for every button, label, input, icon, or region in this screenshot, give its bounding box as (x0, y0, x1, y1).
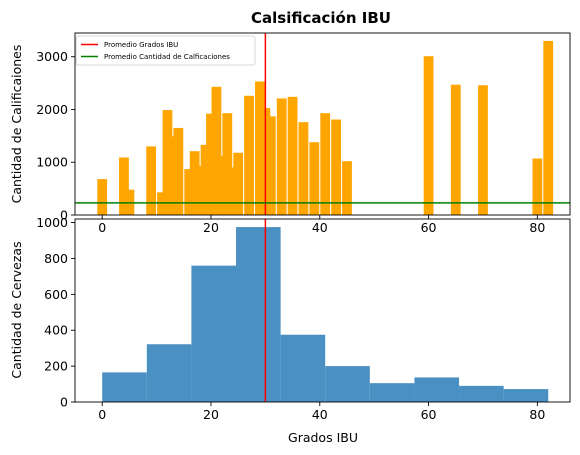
bar (211, 86, 222, 216)
x-tick-label: 40 (312, 407, 328, 422)
x-tick-label: 60 (421, 220, 437, 235)
x-tick-label: 80 (529, 407, 545, 422)
bar (309, 142, 320, 215)
histogram-bin (102, 372, 147, 402)
y-tick-label: 400 (44, 323, 68, 338)
x-tick-label: 0 (98, 407, 106, 422)
y-tick-label: 200 (44, 359, 68, 374)
top-chart-legend: Promedio Grados IBU Promedio Cantidad de… (75, 35, 256, 66)
y-tick-label: 0 (60, 208, 68, 223)
bar (184, 169, 195, 215)
histogram-bin (459, 385, 504, 402)
histogram-bin (280, 334, 326, 402)
y-tick-label: 2000 (36, 102, 68, 117)
bar (233, 152, 244, 215)
histogram-bin (414, 377, 460, 402)
y-tick-label: 600 (44, 287, 68, 302)
bar (532, 158, 543, 215)
bottom-chart: Cantidad de Cervezas Grados IBU 0 20 40 60 8… (9, 215, 571, 445)
top-chart-title: Calsificación IBU (251, 9, 391, 27)
x-tick-label: 80 (529, 220, 545, 235)
bar (450, 84, 461, 215)
bar (195, 165, 206, 215)
y-tick-label: 0 (60, 395, 68, 410)
bar (119, 157, 129, 215)
x-tick-label: 20 (203, 407, 219, 422)
bottom-chart-x-axis-label: Grados IBU (288, 430, 358, 445)
y-tick-label: 1000 (36, 155, 68, 170)
bar (146, 146, 157, 215)
x-tick-label: 60 (421, 407, 437, 422)
bar (173, 127, 184, 215)
top-chart-bars (97, 40, 554, 216)
bottom-chart-bars (102, 227, 549, 402)
bottom-chart-y-axis-label: Cantidad de Cervezas (9, 241, 24, 378)
top-chart-y-axis-label: Cantidad de Calificaiones (9, 45, 24, 204)
axes-frame (74, 32, 571, 216)
bar (157, 192, 167, 215)
bar (298, 122, 309, 215)
x-tick-label: 40 (312, 220, 328, 235)
axes-frame (74, 218, 571, 403)
bar (189, 151, 200, 215)
bar (276, 98, 287, 215)
bar (342, 161, 352, 215)
histogram-bin (146, 344, 192, 402)
histogram-bin (191, 265, 237, 402)
legend-label-vline: Promedio Grados IBU (104, 41, 178, 49)
bar (255, 81, 265, 216)
bar (265, 116, 276, 215)
y-tick-label: 3000 (36, 49, 68, 64)
histogram-bin (369, 383, 415, 402)
bar (244, 95, 254, 215)
histogram-bin (236, 227, 281, 402)
legend-box (75, 35, 256, 66)
bar (222, 113, 233, 215)
y-tick-label: 1000 (36, 215, 68, 230)
bar (320, 113, 331, 215)
histogram-bin (325, 366, 370, 402)
bar (287, 96, 298, 215)
bar (227, 167, 238, 215)
bar (478, 85, 488, 215)
bar (162, 110, 173, 215)
bar (331, 119, 341, 215)
bar (206, 113, 216, 215)
bar (97, 179, 108, 215)
bar (216, 155, 227, 215)
y-tick-label: 800 (44, 251, 68, 266)
bar (423, 56, 434, 215)
bar (200, 144, 211, 215)
bar (168, 136, 178, 215)
x-tick-label: 0 (98, 220, 106, 235)
x-tick-label: 20 (203, 220, 219, 235)
top-chart: Calsificación IBU Cantidad de Calificaio… (9, 9, 571, 235)
top-chart-reference-lines (75, 33, 570, 215)
legend-label-hline: Promedio Cantidad de Calficaciones (104, 53, 230, 61)
histogram-bin (503, 389, 549, 402)
bar (543, 40, 554, 216)
